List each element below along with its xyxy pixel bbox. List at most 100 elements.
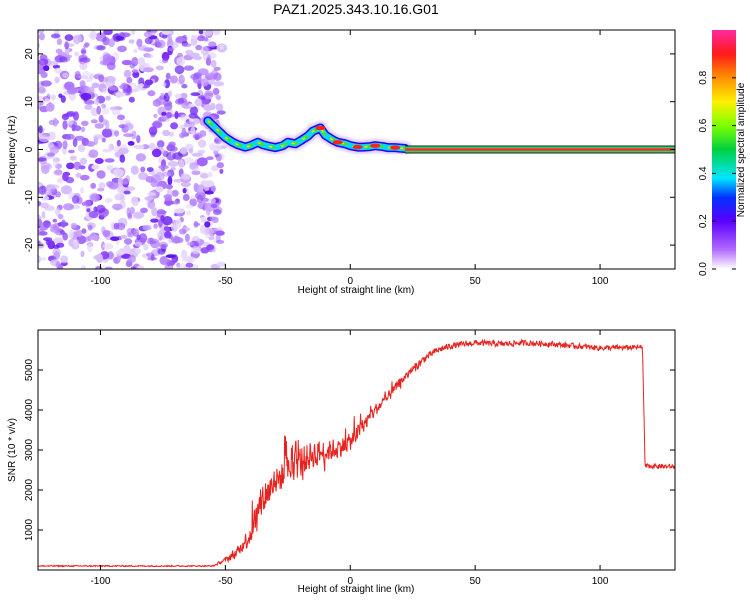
colorbar-tick-label: 0.8 bbox=[698, 70, 709, 84]
noise-speck bbox=[55, 207, 61, 217]
colorbar-tick-label: 0.6 bbox=[698, 118, 709, 132]
noise-speck bbox=[204, 190, 214, 195]
signal-peak-blob bbox=[315, 125, 326, 131]
noise-speck bbox=[212, 87, 220, 96]
noise-speck bbox=[38, 58, 49, 66]
noise-speck bbox=[102, 242, 114, 250]
noise-speck bbox=[90, 182, 97, 189]
noise-speck bbox=[167, 176, 173, 186]
noise-speck bbox=[177, 97, 184, 104]
noise-speck bbox=[80, 92, 92, 101]
noise-speck bbox=[166, 144, 176, 152]
noise-speck bbox=[151, 206, 158, 217]
noise-speck bbox=[151, 121, 162, 128]
noise-speck bbox=[178, 74, 185, 85]
noise-speck bbox=[104, 158, 115, 163]
noise-speck bbox=[102, 148, 112, 153]
noise-speck bbox=[43, 237, 53, 242]
noise-speck bbox=[61, 219, 66, 228]
snr-y-tick-label: 1000 bbox=[24, 518, 35, 541]
snr-x-tick-label: -100 bbox=[90, 576, 110, 587]
noise-speck bbox=[123, 190, 131, 195]
noise-speck bbox=[216, 162, 224, 169]
noise-speck bbox=[143, 243, 149, 251]
spectrogram-x-tick-label: -100 bbox=[90, 276, 110, 287]
noise-speck bbox=[64, 41, 69, 50]
noise-speck bbox=[193, 221, 199, 228]
noise-speck bbox=[38, 30, 45, 34]
noise-speck bbox=[132, 71, 140, 78]
noise-speck bbox=[184, 204, 194, 209]
noise-speck bbox=[161, 171, 172, 177]
noise-speck bbox=[211, 165, 219, 172]
noise-speck bbox=[133, 48, 138, 53]
noise-speck bbox=[155, 97, 166, 105]
noise-speck bbox=[175, 218, 182, 229]
noise-speck bbox=[199, 172, 209, 179]
snr-panel: -100 -50 0 50 100 1000 2000 3000 4000 5000 Heigh… bbox=[7, 329, 676, 595]
noise-speck bbox=[197, 139, 207, 148]
noise-speck bbox=[147, 199, 156, 210]
noise-speck bbox=[90, 232, 97, 241]
noise-speck bbox=[79, 157, 88, 165]
noise-speck bbox=[134, 248, 141, 255]
noise-speck bbox=[62, 232, 68, 241]
noise-speck bbox=[170, 122, 179, 130]
noise-speck bbox=[165, 72, 171, 80]
noise-speck bbox=[55, 261, 61, 269]
noise-speck bbox=[94, 158, 104, 164]
noise-speck bbox=[75, 172, 82, 178]
noise-speck bbox=[160, 92, 165, 98]
noise-speck bbox=[102, 87, 108, 94]
noise-speck bbox=[82, 70, 90, 77]
noise-speck bbox=[128, 254, 136, 263]
noise-speck bbox=[180, 173, 191, 180]
noise-speck bbox=[81, 202, 86, 206]
noise-speck bbox=[165, 254, 177, 259]
signal-peak-blob bbox=[332, 140, 343, 145]
noise-speck bbox=[40, 162, 51, 170]
noise-speck bbox=[129, 206, 135, 215]
noise-speck bbox=[133, 212, 145, 219]
noise-speck bbox=[168, 131, 174, 137]
noise-speck bbox=[158, 241, 168, 249]
noise-speck bbox=[213, 66, 221, 71]
noise-speckle-region bbox=[38, 30, 228, 269]
noise-speck bbox=[165, 184, 174, 190]
noise-speck bbox=[73, 161, 82, 170]
noise-speck bbox=[174, 93, 182, 99]
noise-speck bbox=[52, 247, 61, 258]
noise-speck bbox=[213, 81, 225, 87]
noise-speck bbox=[38, 86, 45, 93]
noise-speck bbox=[61, 172, 69, 181]
noise-speck bbox=[137, 265, 144, 269]
noise-speck bbox=[160, 165, 166, 172]
noise-speck bbox=[148, 142, 156, 151]
noise-speck bbox=[63, 203, 74, 211]
noise-speck bbox=[174, 208, 185, 214]
noise-speck bbox=[80, 47, 87, 56]
noise-speck bbox=[85, 236, 90, 242]
noise-speck bbox=[53, 119, 60, 125]
noise-speck bbox=[167, 160, 179, 167]
noise-speck bbox=[216, 261, 227, 267]
noise-speck bbox=[115, 249, 125, 256]
noise-speck bbox=[127, 141, 135, 146]
noise-speck bbox=[49, 184, 60, 190]
noise-speck bbox=[75, 229, 83, 238]
noise-speck bbox=[211, 198, 216, 204]
noise-speck bbox=[156, 140, 165, 148]
noise-speck bbox=[61, 185, 72, 195]
noise-speck bbox=[204, 228, 215, 235]
colorbar: 0.0 0.2 0.4 0.6 0.8 Normalized spectral ampl… bbox=[698, 30, 747, 276]
spectrogram-y-axis-label: Frequency (Hz) bbox=[7, 116, 18, 185]
noise-speck bbox=[216, 110, 226, 115]
noise-speck bbox=[57, 214, 64, 220]
noise-speck bbox=[79, 57, 91, 63]
noise-speck bbox=[184, 233, 190, 243]
spectrogram-x-tick-label: -50 bbox=[218, 276, 233, 287]
noise-speck bbox=[191, 152, 203, 157]
noise-speck bbox=[116, 139, 121, 147]
noise-speck bbox=[62, 140, 68, 150]
